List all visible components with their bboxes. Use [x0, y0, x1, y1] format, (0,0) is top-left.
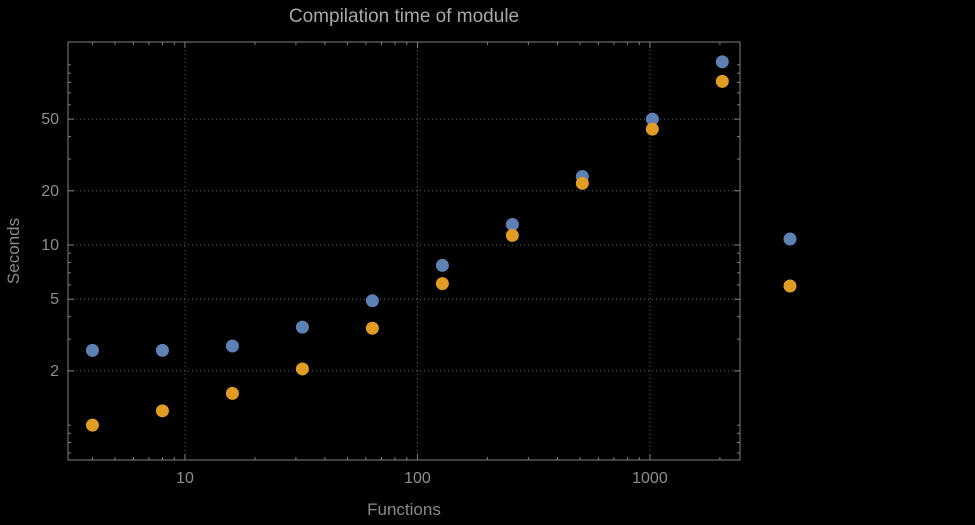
y-axis-label: Seconds: [4, 217, 23, 285]
y-tick-label: 5: [50, 291, 59, 308]
y-tick-label: 50: [41, 111, 59, 128]
x-tick-label: 100: [404, 470, 431, 487]
data-point-series-orange: [225, 386, 239, 400]
data-point-series-orange: [645, 122, 659, 136]
data-point-series-blue: [715, 55, 729, 69]
data-point-series-blue: [225, 339, 239, 353]
x-axis-label: Functions: [367, 500, 441, 519]
data-point-series-blue: [435, 258, 449, 272]
x-tick-label: 10: [176, 470, 194, 487]
legend-marker: [783, 232, 797, 246]
data-point-series-blue: [85, 343, 99, 357]
data-point-series-orange: [435, 277, 449, 291]
data-point-series-orange: [295, 362, 309, 376]
data-point-series-blue: [295, 320, 309, 334]
data-point-series-orange: [715, 74, 729, 88]
y-tick-label: 10: [41, 237, 59, 254]
x-tick-label: 1000: [632, 470, 668, 487]
data-point-series-blue: [645, 112, 659, 126]
y-tick-label: 2: [50, 363, 59, 380]
plot-frame: [67, 41, 741, 461]
data-point-series-blue: [365, 294, 379, 308]
data-point-series-orange: [85, 418, 99, 432]
y-tick-label: 20: [41, 183, 59, 200]
data-point-series-blue: [155, 343, 169, 357]
data-point-series-orange: [505, 228, 519, 242]
legend-marker: [783, 279, 797, 293]
data-point-series-orange: [365, 321, 379, 335]
data-point-series-orange: [575, 176, 589, 190]
chart-title: Compilation time of module: [288, 6, 520, 27]
data-point-series-orange: [155, 404, 169, 418]
data-point-series-blue: [505, 217, 519, 231]
